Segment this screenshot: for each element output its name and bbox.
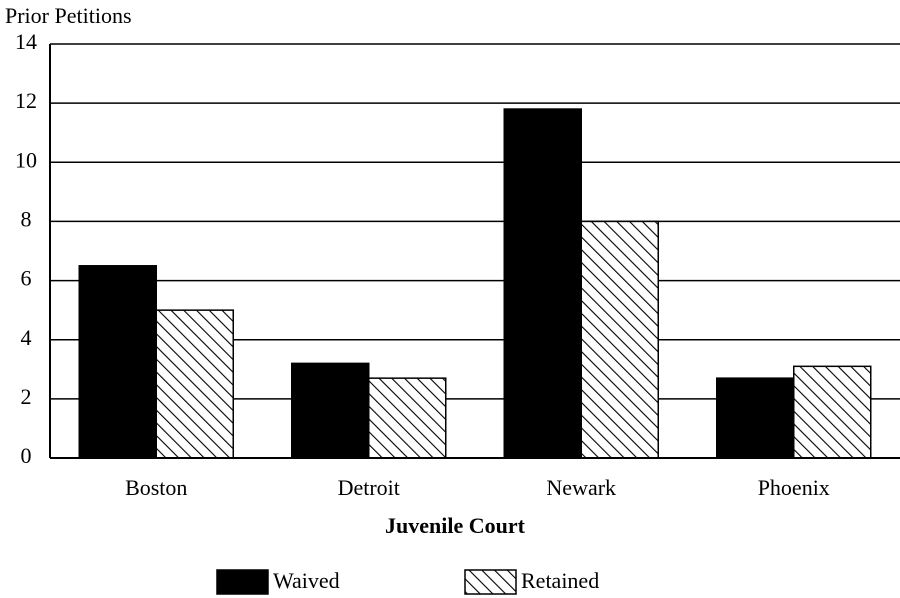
bar bbox=[580, 220, 659, 459]
y-tick-label: 2 bbox=[21, 384, 32, 409]
bar bbox=[503, 108, 582, 459]
bar bbox=[291, 362, 370, 459]
y-tick-label: 12 bbox=[15, 88, 37, 113]
bar bbox=[716, 377, 795, 459]
x-tick-label: Newark bbox=[546, 475, 616, 500]
y-tick-label: 6 bbox=[21, 266, 32, 291]
bar bbox=[78, 265, 157, 459]
legend-swatch bbox=[464, 569, 517, 595]
y-tick-label: 10 bbox=[15, 147, 37, 172]
y-tick-label: 4 bbox=[21, 325, 32, 350]
bar bbox=[155, 309, 234, 459]
legend-label: Waived bbox=[273, 568, 340, 593]
bar bbox=[793, 365, 872, 459]
x-axis-label: Juvenile Court bbox=[385, 513, 526, 538]
y-tick-label: 14 bbox=[15, 29, 37, 54]
y-tick-label: 0 bbox=[21, 443, 32, 468]
x-tick-label: Detroit bbox=[338, 475, 400, 500]
bar bbox=[368, 377, 447, 459]
x-tick-label: Phoenix bbox=[758, 475, 830, 500]
legend-swatch bbox=[216, 569, 269, 595]
legend-label: Retained bbox=[521, 568, 599, 593]
y-tick-label: 8 bbox=[21, 206, 32, 231]
x-tick-label: Boston bbox=[125, 475, 187, 500]
y-axis-label: Prior Petitions bbox=[5, 3, 132, 28]
